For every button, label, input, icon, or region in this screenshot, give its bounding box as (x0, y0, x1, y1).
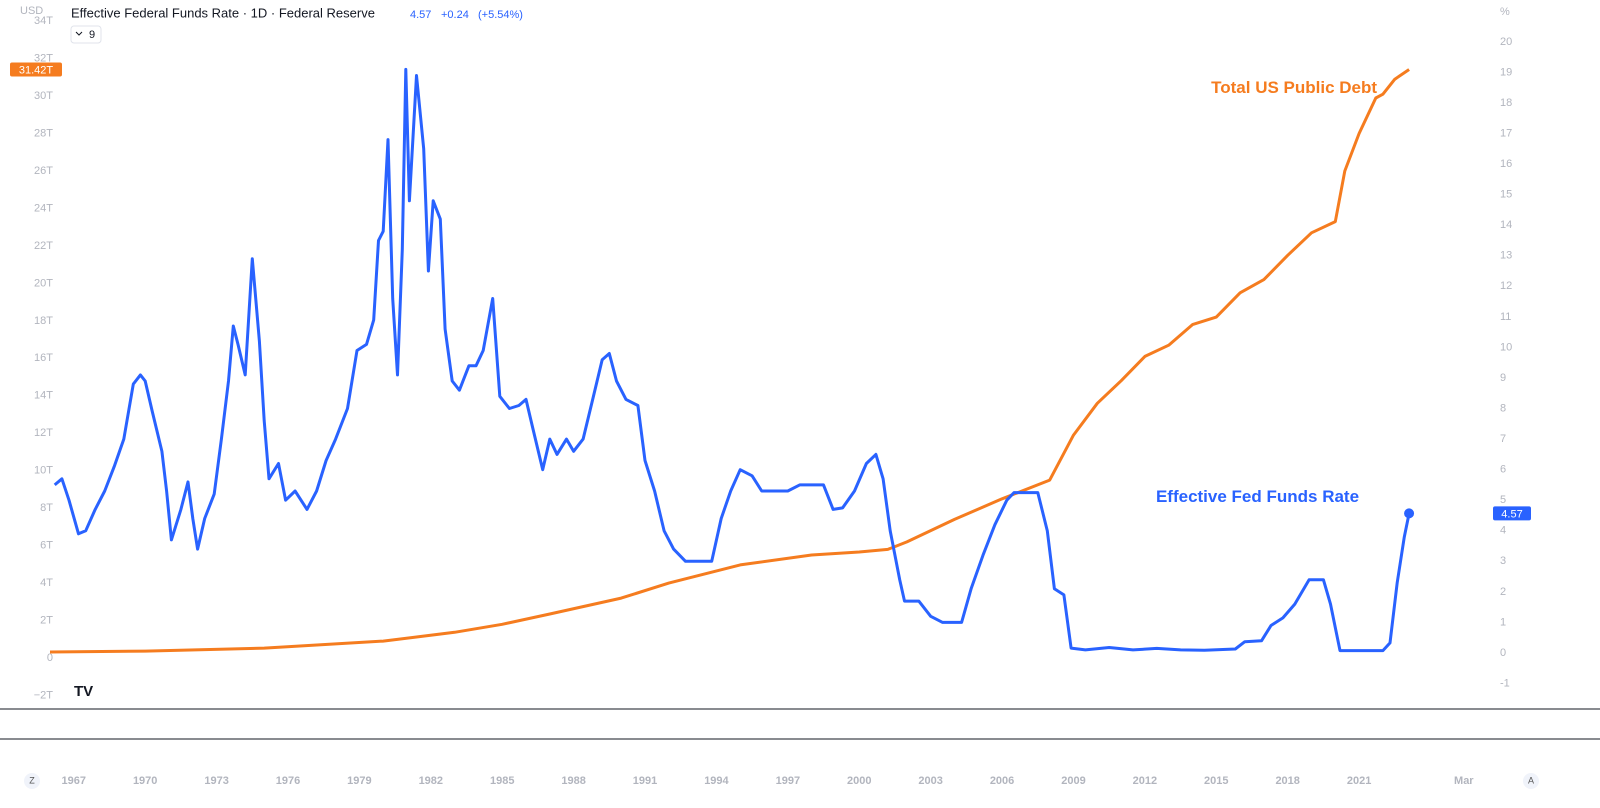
x-tick-label: 1982 (419, 775, 443, 787)
a-button[interactable] (1523, 773, 1539, 789)
last-value-label: 4.57 (1501, 508, 1522, 520)
last-value-label: 31.42T (19, 64, 54, 76)
y2-tick-label: 8 (1500, 402, 1506, 414)
y2-tick-label: 18 (1500, 97, 1512, 109)
y2-tick-label: 16 (1500, 158, 1512, 170)
y2-tick-label: 4 (1500, 525, 1506, 537)
x-tick-label: 1979 (347, 775, 371, 787)
change-pct: (+5.54%) (478, 9, 523, 21)
x-tick-label: 2021 (1347, 775, 1371, 787)
x-tick-label: 1988 (561, 775, 585, 787)
y-tick-label: 18T (34, 315, 53, 327)
last-value: 4.57 (410, 9, 431, 21)
x-tick-label: 1997 (776, 775, 800, 787)
series-label: Total US Public Debt (1211, 78, 1377, 97)
y-tick-label: 22T (34, 240, 53, 252)
series-line (53, 67, 1411, 653)
y2-tick-label: 19 (1500, 66, 1512, 78)
y-tick-label: 4T (40, 577, 53, 589)
x-tick-label: 1994 (704, 775, 729, 787)
x-tick-label: 2018 (1275, 775, 1299, 787)
series-label: Effective Fed Funds Rate (1156, 487, 1359, 506)
y2-tick-label: 0 (1500, 647, 1506, 659)
y2-tick-label: 17 (1500, 127, 1512, 139)
y2-tick-label: -1 (1500, 677, 1510, 689)
x-tick-label: 1991 (633, 775, 657, 787)
y-tick-label: 12T (34, 427, 53, 439)
logo: TV (74, 683, 93, 700)
y2-tick-label: 7 (1500, 433, 1506, 445)
y2-tick-label: 5 (1500, 494, 1506, 506)
y-tick-label: 6T (40, 540, 53, 552)
x-tick-label: 1976 (276, 775, 300, 787)
y-tick-label: 32T (34, 53, 53, 65)
y2-tick-label: 11 (1500, 311, 1511, 323)
x-tick-label: 1970 (133, 775, 157, 787)
y-tick-label: 28T (34, 127, 53, 139)
change: +0.24 (441, 9, 469, 21)
y-tick-label: 0 (47, 652, 53, 664)
last-value-badge (1493, 506, 1531, 521)
y-tick-label: −2T (34, 689, 54, 701)
y-tick-label: 20T (34, 277, 53, 289)
x-tick-label: 2006 (990, 775, 1014, 787)
y2-tick-label: 3 (1500, 555, 1506, 567)
y2-tick-label: 2 (1500, 586, 1506, 598)
y2-tick-label: 10 (1500, 341, 1512, 353)
y-tick-label: 30T (34, 90, 53, 102)
y-tick-label: 14T (34, 390, 53, 402)
x-tick-label: 2009 (1061, 775, 1085, 787)
x-tick-label: 2003 (918, 775, 942, 787)
currency[interactable]: USD (20, 5, 43, 17)
x-tick-label: 1985 (490, 775, 514, 787)
y2-tick-label: 12 (1500, 280, 1512, 292)
y2-tick-label: 13 (1500, 250, 1512, 262)
x-tick-label: 2012 (1133, 775, 1157, 787)
last-value-badge (10, 62, 62, 77)
x-tick-label: 1967 (62, 775, 86, 787)
y-tick-label: 8T (40, 502, 53, 514)
y-tick-label: 24T (34, 202, 53, 214)
last-point (1404, 508, 1415, 519)
y-tick-label: 16T (34, 352, 53, 364)
indicator-toggle[interactable] (70, 25, 102, 44)
z-label: Z (29, 775, 35, 785)
y-tick-label: 34T (34, 15, 53, 27)
chart-title: Effective Federal Funds Rate · 1D · Fede… (71, 5, 375, 20)
x-tick-label: 2000 (847, 775, 871, 787)
series-line (49, 68, 1410, 654)
y2-axis-label: % (1500, 6, 1510, 18)
y2-tick-label: 6 (1500, 464, 1506, 476)
x-tick-label: 2015 (1204, 775, 1228, 787)
y2-tick-label: 14 (1500, 219, 1512, 231)
y-tick-label: 26T (34, 165, 53, 177)
z-button[interactable] (24, 773, 40, 789)
a-label: A (1528, 775, 1534, 785)
indicator-count: 9 (89, 29, 95, 41)
y2-tick-label: 20 (1500, 36, 1512, 48)
y2-tick-label: 9 (1500, 372, 1506, 384)
y2-tick-label: 1 (1500, 616, 1506, 628)
x-tick-label: 1973 (204, 775, 228, 787)
y2-tick-label: 15 (1500, 189, 1512, 201)
y-tick-label: 10T (34, 465, 53, 477)
chevron (75, 31, 83, 36)
y-tick-label: 2T (40, 614, 53, 626)
x-tick-label: Mar (1454, 775, 1474, 787)
